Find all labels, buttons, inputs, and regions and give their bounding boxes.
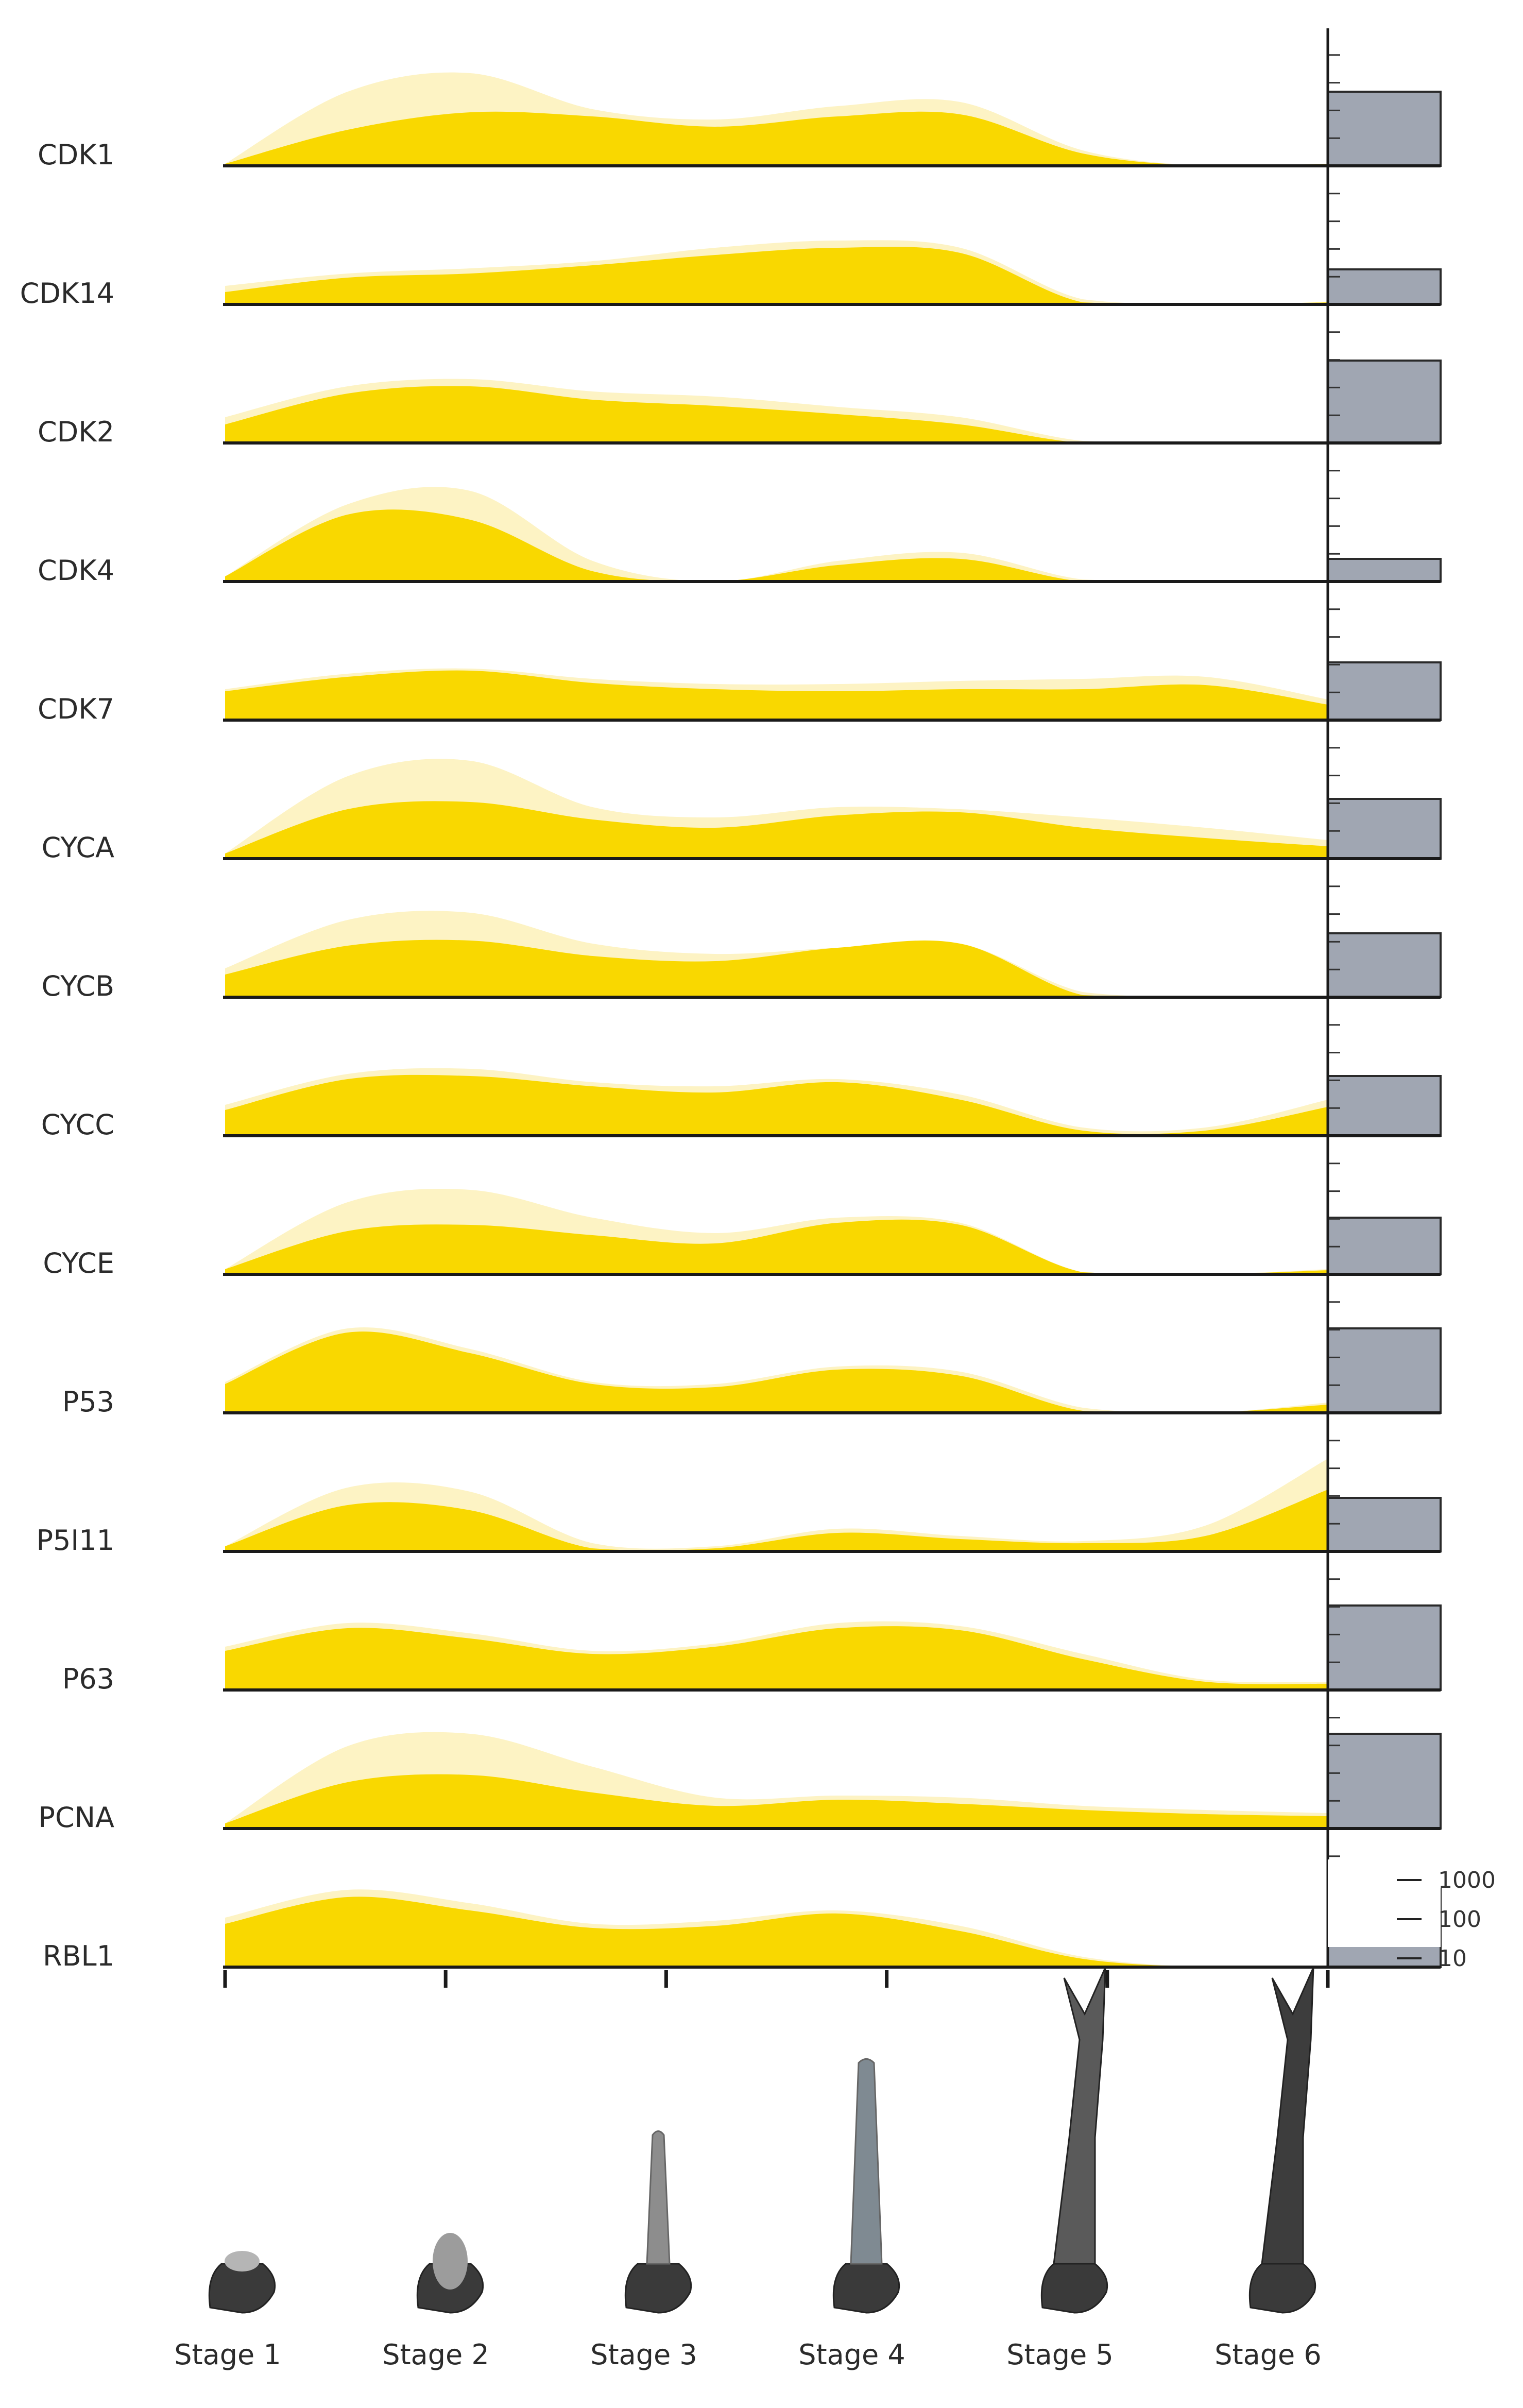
stage-label: Stage 6	[1214, 2338, 1322, 2371]
gene-label: PCNA	[38, 1801, 114, 1834]
gene-row-cycb: CYCB	[41, 885, 1442, 1002]
gene-row-cdk14: CDK14	[20, 193, 1442, 310]
gene-row-cdk2: CDK2	[38, 331, 1442, 448]
bar-p63	[1327, 1604, 1442, 1691]
stage-illustration-2	[416, 2233, 484, 2314]
stage-illustration-3	[624, 2130, 692, 2314]
lower-area-cdk14	[225, 247, 1328, 304]
base-block	[208, 2263, 276, 2314]
gene-row-cyca: CYCA	[42, 747, 1442, 864]
lower-area-p53	[225, 1331, 1328, 1413]
base-block	[1248, 2263, 1316, 2314]
gene-label: CDK14	[20, 277, 114, 310]
bar-cdk2	[1327, 360, 1442, 444]
gene-label: CYCA	[42, 831, 114, 864]
gene-label: CDK4	[38, 554, 114, 587]
lower-area-cycc	[225, 1074, 1328, 1136]
lower-area-cyce	[225, 1219, 1328, 1274]
gene-row-cdk1: CDK1	[38, 54, 1442, 171]
gene-row-p53: P53	[62, 1301, 1442, 1418]
lower-area-cyca	[225, 801, 1328, 859]
scale-label: 10	[1438, 1945, 1467, 1972]
stage-axis	[223, 28, 1330, 1988]
lower-area-p5i11	[225, 1490, 1328, 1551]
scale-label: 100	[1438, 1906, 1481, 1933]
base-block	[1040, 2263, 1108, 2314]
lower-area-pcna	[225, 1774, 1328, 1829]
lower-area-cdk2	[225, 386, 1328, 443]
base-block	[624, 2263, 692, 2314]
stage-label: Stage 4	[798, 2338, 905, 2371]
gene-label: P63	[62, 1663, 114, 1695]
bar-cdk7	[1327, 661, 1442, 721]
stage-label: Stage 2	[382, 2338, 489, 2371]
digit	[850, 2058, 883, 2265]
base-block	[832, 2263, 900, 2314]
digit	[1261, 1967, 1314, 2265]
gene-label: CYCC	[41, 1108, 114, 1141]
gene-label: CDK2	[38, 416, 114, 448]
stage-labels: Stage 1 Stage 2 Stage 3 Stage 4 Stage 5 Stage…	[174, 2338, 1322, 2371]
gene-row-cycc: CYCC	[41, 1024, 1442, 1141]
gene-label: P5I11	[36, 1524, 114, 1557]
stage-illustration-4	[832, 2058, 900, 2314]
gene-row-rbl1: RBL1	[43, 1855, 1442, 1972]
stage-label: Stage 3	[590, 2338, 697, 2371]
stage-illustration-1	[208, 2251, 276, 2314]
gene-label: CYCE	[43, 1247, 114, 1279]
stage-label: Stage 5	[1006, 2338, 1114, 2371]
gene-row-p5i11: P5I11	[36, 1440, 1442, 1557]
bar-cyce	[1327, 1217, 1442, 1275]
scale-label: 1000	[1438, 1867, 1496, 1893]
gene-row-cdk4: CDK4	[38, 470, 1442, 587]
lower-area-cdk4	[225, 509, 1328, 582]
stage-label: Stage 1	[174, 2338, 281, 2371]
lower-area-cycb	[225, 940, 1328, 997]
bar-p53	[1327, 1327, 1442, 1414]
gene-row-p63: P63	[62, 1578, 1442, 1695]
gene-label: P53	[62, 1386, 114, 1418]
stage-illustration-5	[1040, 1967, 1108, 2314]
digit	[646, 2130, 671, 2265]
lower-area-cdk1	[225, 111, 1328, 166]
bar-cycb	[1327, 932, 1442, 998]
bar-cyca	[1327, 798, 1442, 860]
stage-illustration-6	[1248, 1967, 1316, 2314]
bar-p5i11	[1327, 1497, 1442, 1552]
stage-illustrations	[208, 1967, 1316, 2314]
gene-row-cyce: CYCE	[43, 1163, 1442, 1279]
bar-pcna	[1327, 1733, 1442, 1830]
bar-cycc	[1327, 1075, 1442, 1137]
gene-label: CYCB	[41, 970, 114, 1002]
scale-key-background	[1328, 1859, 1441, 1947]
digit-bud	[225, 2251, 260, 2272]
gene-rows: CDK1 CDK14 CDK2 CDK4 CDK7 CYCA CYCB CYCC CYCE P53…	[20, 54, 1442, 1972]
bar-cdk4	[1327, 558, 1442, 583]
gene-label: RBL1	[43, 1940, 114, 1972]
bar-cdk14	[1327, 268, 1442, 305]
lower-area-cdk7	[225, 670, 1328, 720]
bar-cdk1	[1327, 91, 1442, 167]
gene-row-pcna: PCNA	[38, 1717, 1442, 1834]
digit-bud	[433, 2233, 468, 2290]
gene-label: CDK7	[38, 693, 114, 725]
log-scale-key: 1000 100 10	[1328, 1859, 1496, 1972]
lower-area-rbl1	[225, 1897, 1328, 1967]
gene-label: CDK1	[38, 139, 114, 171]
gene-row-cdk7: CDK7	[38, 608, 1442, 725]
digit	[1053, 1967, 1106, 2265]
lower-area-p63	[225, 1626, 1328, 1690]
